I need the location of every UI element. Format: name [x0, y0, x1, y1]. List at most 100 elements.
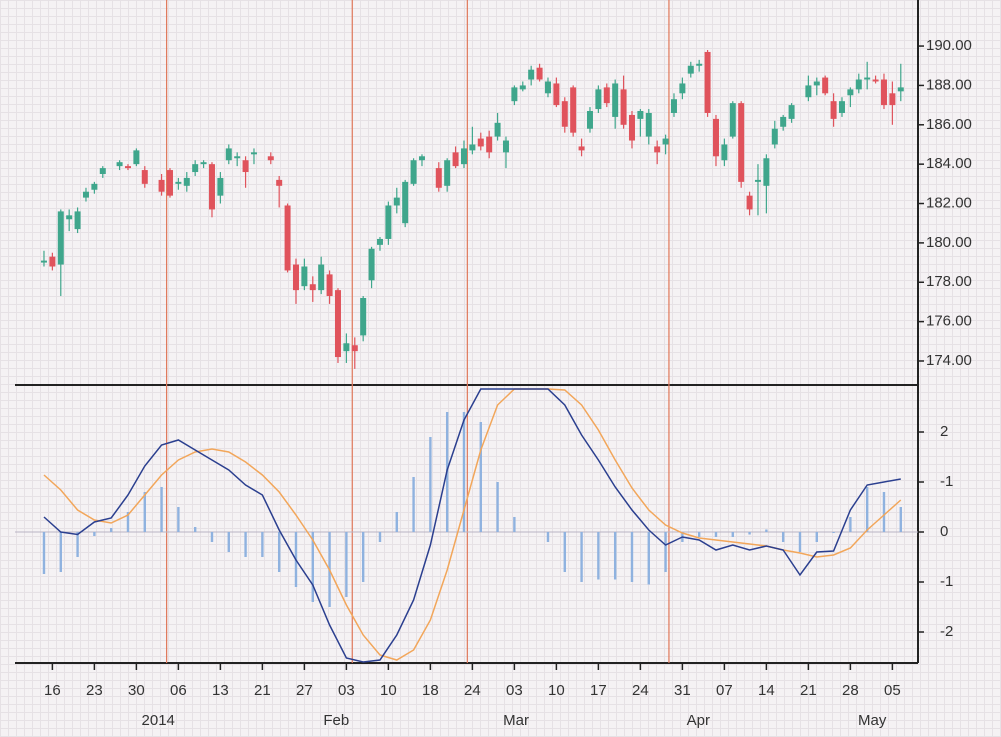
candle-body: [469, 144, 476, 151]
candle-body: [343, 343, 350, 352]
histogram-bar: [462, 412, 466, 532]
histogram-bar: [429, 437, 432, 532]
histogram-bar: [798, 532, 802, 552]
month-label: May: [858, 712, 887, 729]
y-tick-label: 184.00: [926, 155, 972, 172]
histogram-bar: [697, 532, 701, 537]
candle-body: [662, 138, 669, 145]
histogram-bar: [664, 532, 667, 572]
candle-body: [763, 158, 770, 186]
candle-body: [813, 81, 820, 86]
histogram-bar: [563, 532, 566, 572]
candle-body: [360, 298, 367, 336]
histogram-bar: [849, 517, 852, 532]
histogram-bar: [765, 529, 768, 532]
candle-body: [889, 93, 896, 106]
y-tick-label: 182.00: [926, 194, 972, 211]
histogram-bar: [193, 527, 197, 532]
candle-body: [679, 83, 686, 94]
y-tick-label: 190.00: [926, 37, 972, 54]
y-tick-label: 2: [940, 423, 948, 440]
candle-body: [696, 63, 703, 66]
candle-body: [410, 160, 417, 184]
month-label: 2014: [142, 712, 175, 729]
indicator-line: [43, 388, 901, 663]
y-tick-label: 188.00: [926, 76, 972, 93]
histogram-bar: [311, 532, 314, 602]
candle-body: [603, 87, 610, 104]
candle-body: [880, 79, 887, 106]
candle-body: [612, 83, 619, 117]
candle-body: [855, 79, 862, 90]
histogram-bar: [143, 492, 146, 532]
candle-body: [250, 152, 257, 155]
y-tick-label: -1: [940, 473, 953, 490]
histogram-bar: [513, 517, 516, 532]
candle-body: [864, 77, 871, 80]
candle-body: [780, 116, 787, 127]
x-tick-label: 13: [212, 682, 229, 699]
candle-body: [477, 138, 484, 147]
candle-body: [628, 114, 635, 141]
candle-body: [133, 150, 140, 165]
candle-body: [822, 77, 829, 94]
candle-body: [578, 146, 585, 151]
candle-body: [687, 65, 694, 74]
candle-body: [200, 162, 207, 165]
x-tick-label: 27: [296, 682, 313, 699]
candle-body: [292, 264, 299, 291]
candle-body: [435, 168, 442, 188]
x-tick-label: 06: [170, 682, 187, 699]
candle-body: [376, 238, 383, 245]
candle-body: [486, 136, 493, 153]
histogram-bar: [882, 492, 886, 532]
candle-body: [276, 179, 283, 186]
candle-body: [351, 345, 358, 352]
candle-body: [301, 266, 308, 287]
candle-body: [460, 148, 467, 165]
histogram-bar: [748, 532, 751, 535]
candle-body: [838, 101, 845, 113]
histogram-bar: [815, 532, 818, 542]
histogram-bar: [546, 532, 550, 542]
candle-body: [309, 284, 316, 291]
candle-body: [805, 85, 812, 98]
x-tick-label: 24: [632, 682, 649, 699]
candle-body: [141, 170, 148, 184]
histogram-bar: [899, 507, 902, 532]
x-tick-label: 31: [674, 682, 691, 699]
candle-body: [528, 69, 535, 80]
y-tick-label: -1: [940, 573, 953, 590]
histogram-bar: [378, 532, 382, 542]
candle-body: [124, 166, 131, 169]
candle-body: [225, 148, 232, 161]
y-tick-label: 186.00: [926, 116, 972, 133]
candle-body: [754, 179, 761, 182]
candle-body: [326, 274, 333, 297]
histogram-bar: [361, 532, 365, 582]
candle-body: [402, 181, 409, 224]
month-label: Apr: [687, 712, 710, 729]
candle-body: [116, 162, 123, 167]
x-tick-label: 21: [254, 682, 271, 699]
candle-body: [175, 181, 182, 184]
candle-body: [704, 51, 711, 113]
x-tick-label: 03: [506, 682, 523, 699]
candle-body: [91, 183, 98, 190]
x-tick-label: 03: [338, 682, 355, 699]
candle-body: [536, 67, 543, 80]
candle-body: [544, 81, 551, 94]
candle-body: [586, 111, 593, 129]
candle-body: [452, 152, 459, 167]
histogram-bar: [59, 532, 62, 572]
y-tick-label: 176.00: [926, 313, 972, 330]
histogram-bar: [630, 532, 634, 582]
candle-body: [620, 89, 627, 125]
histogram-bar: [832, 532, 835, 533]
candle-body: [897, 87, 904, 92]
candle-body: [99, 168, 106, 174]
histogram-bar: [597, 532, 600, 580]
candle-body: [645, 112, 652, 137]
candle-body: [502, 140, 509, 153]
histogram-bar: [109, 528, 113, 532]
